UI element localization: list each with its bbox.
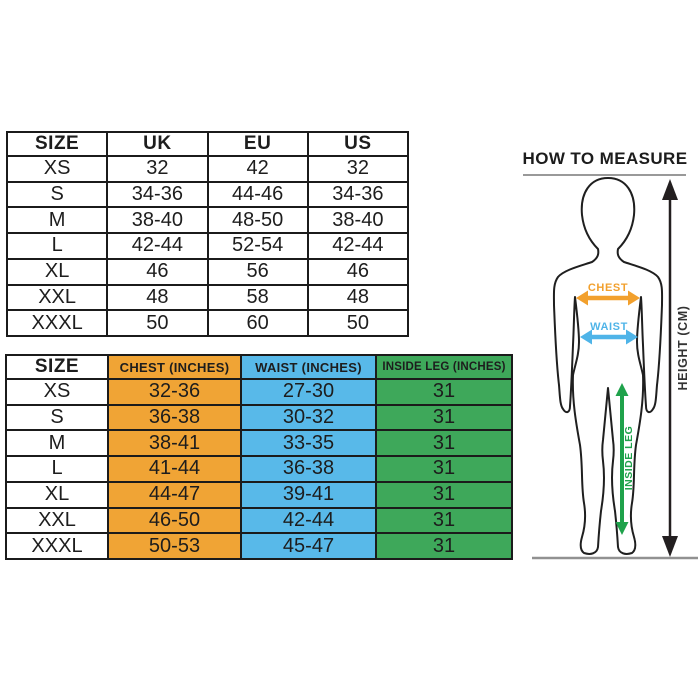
waist-arrow <box>580 329 638 345</box>
chest-value-cell: 32-36 <box>107 378 242 406</box>
size-cell: L <box>5 232 109 260</box>
chest-value-cell: 44-47 <box>107 480 242 509</box>
how-to-measure-title: HOW TO MEASURE <box>522 149 688 168</box>
chest-value-cell: 38-41 <box>107 429 242 458</box>
table-row: XL 44-47 39-41 31 <box>5 480 513 509</box>
inside-leg-value-cell: 31 <box>375 378 513 406</box>
us-cell: 50 <box>306 309 410 337</box>
inside-leg-value-cell: 31 <box>375 506 513 535</box>
size-cell: XS <box>5 155 109 183</box>
column-header-size: SIZE <box>5 131 109 157</box>
inside-leg-arrow <box>615 383 629 535</box>
chest-value-cell: 41-44 <box>107 455 242 483</box>
column-header-size: SIZE <box>5 354 109 380</box>
size-cell: XL <box>5 480 109 509</box>
size-cell: M <box>5 206 109 235</box>
column-header-inside-leg: INSIDE LEG (INCHES) <box>375 354 513 380</box>
size-cell: XL <box>5 257 109 286</box>
height-arrow <box>662 179 678 557</box>
eu-cell: 52-54 <box>206 232 309 260</box>
uk-cell: 46 <box>106 257 209 286</box>
inside-leg-value-cell: 31 <box>375 532 513 560</box>
column-header-eu: EU <box>206 131 309 157</box>
international-size-table: SIZE UK EU US XS 32 42 32 S 34-36 44-46 … <box>5 131 410 337</box>
size-cell: XXL <box>5 506 109 535</box>
uk-cell: 50 <box>106 309 209 337</box>
waist-value-cell: 33-35 <box>240 429 377 458</box>
table-row: XXL 46-50 42-44 31 <box>5 506 513 535</box>
eu-cell: 58 <box>206 283 309 312</box>
waist-value-cell: 36-38 <box>240 455 377 483</box>
chest-value-cell: 50-53 <box>107 532 242 560</box>
size-cell: M <box>5 429 109 458</box>
inside-leg-value-cell: 31 <box>375 480 513 509</box>
table-row: XXL 48 58 48 <box>5 283 410 312</box>
height-label: HEIGHT (CM) <box>676 305 690 390</box>
inside-leg-label: INSIDE LEG <box>623 426 635 491</box>
waist-value-cell: 27-30 <box>240 378 377 406</box>
size-cell: XXXL <box>5 532 109 560</box>
us-cell: 38-40 <box>306 206 410 235</box>
size-cell: L <box>5 455 109 483</box>
table-header-row: SIZE CHEST (INCHES) WAIST (INCHES) INSID… <box>5 354 513 380</box>
table-row: S 34-36 44-46 34-36 <box>5 180 410 209</box>
chest-value-cell: 36-38 <box>107 403 242 432</box>
eu-cell: 56 <box>206 257 309 286</box>
uk-cell: 42-44 <box>106 232 209 260</box>
table-row: M 38-40 48-50 38-40 <box>5 206 410 235</box>
eu-cell: 42 <box>206 155 309 183</box>
size-cell: XXL <box>5 283 109 312</box>
uk-cell: 38-40 <box>106 206 209 235</box>
inside-leg-value-cell: 31 <box>375 429 513 458</box>
table-row: XS 32-36 27-30 31 <box>5 378 513 406</box>
uk-cell: 34-36 <box>106 180 209 209</box>
table-row: S 36-38 30-32 31 <box>5 403 513 432</box>
table-header-row: SIZE UK EU US <box>5 131 410 157</box>
waist-label: WAIST <box>590 321 628 333</box>
waist-value-cell: 42-44 <box>240 506 377 535</box>
eu-cell: 48-50 <box>206 206 309 235</box>
us-cell: 32 <box>306 155 410 183</box>
us-cell: 42-44 <box>306 232 410 260</box>
eu-cell: 60 <box>206 309 309 337</box>
us-cell: 34-36 <box>306 180 410 209</box>
table-row: XL 46 56 46 <box>5 257 410 286</box>
column-header-waist: WAIST (INCHES) <box>240 354 377 380</box>
us-cell: 46 <box>306 257 410 286</box>
body-silhouette <box>552 177 664 555</box>
table-row: M 38-41 33-35 31 <box>5 429 513 458</box>
chest-arrow <box>576 290 640 306</box>
inside-leg-value-cell: 31 <box>375 455 513 483</box>
measurement-figure: CHEST WAIST INSIDE LEG HEIGHT (CM) <box>523 174 698 560</box>
waist-value-cell: 39-41 <box>240 480 377 509</box>
waist-value-cell: 45-47 <box>240 532 377 560</box>
chest-label: CHEST <box>588 282 628 294</box>
inside-leg-value-cell: 31 <box>375 403 513 432</box>
table-row: XS 32 42 32 <box>5 155 410 183</box>
us-cell: 48 <box>306 283 410 312</box>
column-header-uk: UK <box>106 131 209 157</box>
size-cell: XXXL <box>5 309 109 337</box>
table-row: XXXL 50-53 45-47 31 <box>5 532 513 560</box>
size-cell: S <box>5 403 109 432</box>
uk-cell: 32 <box>106 155 209 183</box>
eu-cell: 44-46 <box>206 180 309 209</box>
column-header-chest: CHEST (INCHES) <box>107 354 242 380</box>
size-cell: XS <box>5 378 109 406</box>
table-row: L 41-44 36-38 31 <box>5 455 513 483</box>
table-row: L 42-44 52-54 42-44 <box>5 232 410 260</box>
size-cell: S <box>5 180 109 209</box>
column-header-us: US <box>306 131 410 157</box>
uk-cell: 48 <box>106 283 209 312</box>
waist-value-cell: 30-32 <box>240 403 377 432</box>
table-row: XXXL 50 60 50 <box>5 309 410 337</box>
chest-value-cell: 46-50 <box>107 506 242 535</box>
body-measurements-table: SIZE CHEST (INCHES) WAIST (INCHES) INSID… <box>5 354 513 560</box>
